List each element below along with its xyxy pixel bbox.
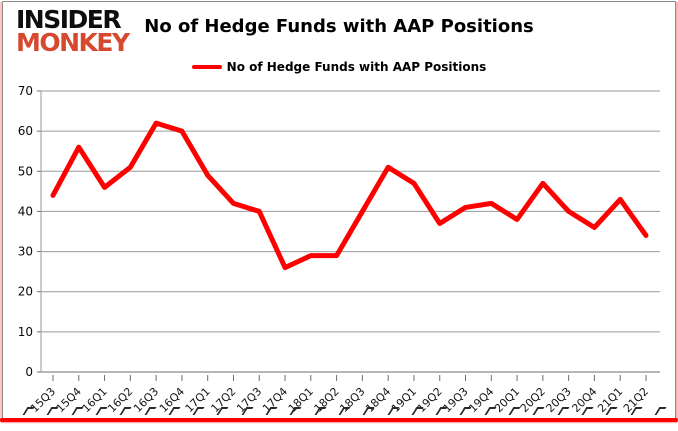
chart-canvas: 01020304050607015Q315Q416Q116Q216Q316Q41…	[18, 84, 660, 415]
legend-label: No of Hedge Funds with AAP Positions	[226, 60, 487, 74]
svg-text:0: 0	[25, 365, 33, 379]
logo-text-insider: INSIDER	[16, 5, 122, 34]
svg-text:16Q2: 16Q2	[105, 385, 135, 415]
logo-text-monkey: MONKEY	[16, 28, 130, 57]
legend-line-swatch	[191, 65, 222, 69]
svg-text:70: 70	[18, 84, 33, 98]
svg-text:60: 60	[18, 124, 33, 138]
insider-monkey-logo: INSIDER MONKEY	[16, 5, 130, 57]
bottom-red-border	[0, 418, 678, 422]
svg-text:20: 20	[18, 285, 33, 299]
svg-text:20Q2: 20Q2	[518, 385, 548, 415]
legend: No of Hedge Funds with AAP Positions	[3, 60, 675, 74]
svg-text:10: 10	[18, 325, 33, 339]
svg-text:18Q1: 18Q1	[286, 385, 316, 415]
svg-text:30: 30	[18, 245, 33, 259]
svg-text:40: 40	[18, 204, 33, 218]
chart-container: INSIDER MONKEY No of Hedge Funds with AA…	[2, 1, 676, 419]
chart-title: No of Hedge Funds with AAP Positions	[144, 16, 534, 37]
svg-text:50: 50	[18, 164, 33, 178]
